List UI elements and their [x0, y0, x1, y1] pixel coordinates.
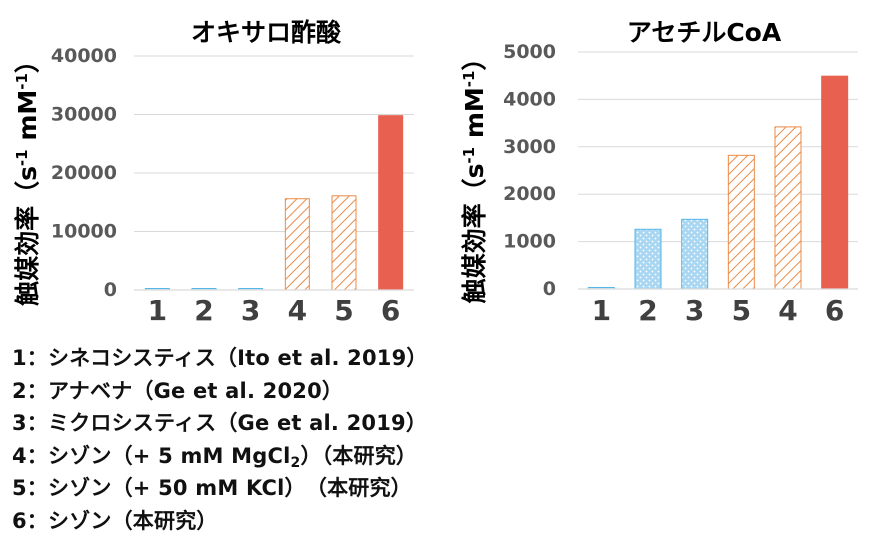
bar-3 [681, 218, 709, 290]
bar-4 [774, 126, 802, 290]
legend-item-2: 2：アナベナ（Ge et al. 2020） [12, 378, 344, 403]
x-tick-label: 3 [685, 294, 704, 327]
x-tick-label: 2 [194, 294, 213, 327]
y-tick-label: 2000 [503, 183, 556, 205]
legend-item-4-subscript: 2 [290, 454, 301, 471]
y-tick-label: 10000 [51, 221, 117, 243]
bar-6 [378, 115, 404, 291]
y-tick-label: 5000 [503, 41, 556, 63]
y-axis-label: 触媒効率（s-1 mM-1） [460, 46, 489, 304]
x-tick-label: 5 [334, 294, 353, 327]
oxaloacetate-chart: 0 10000 20000 30000 40000 1 2 3 4 5 6 オキサロ酢酸触媒効率（s-… [13, 18, 414, 327]
legend-item-4-text: 4：シゾン（+ 5 mM MgCl [12, 443, 291, 468]
bar-6 [821, 75, 849, 290]
y-tick-label: 3000 [503, 136, 556, 158]
x-tick-label: 6 [381, 294, 400, 327]
y-tick-label: 30000 [51, 104, 117, 126]
legend-item-5: 5：シゾン（+ 50 mM KCl） （本研究） [12, 476, 412, 500]
bar-5 [331, 195, 357, 291]
chart-title: アセチルCoA [627, 18, 782, 47]
y-tick-label: 1000 [503, 231, 556, 253]
bar-2 [634, 228, 662, 290]
legend-item-4: 4：シゾン（+ 5 mM MgCl2）（本研究） [12, 440, 428, 473]
legend: 1：シネコシスティス（Ito et al. 2019） 2：アナベナ（Ge et… [12, 342, 428, 537]
x-tick-label: 1 [148, 294, 167, 327]
chart-title: オキサロ酢酸 [191, 18, 342, 47]
y-tick-label: 20000 [51, 162, 117, 184]
y-tick-label: 0 [543, 278, 556, 300]
x-tick-label: 6 [825, 294, 844, 327]
x-tick-label: 1 [592, 294, 611, 327]
y-tick-label: 0 [104, 279, 117, 301]
x-tick-label: 3 [241, 294, 260, 327]
y-axis-label: 触媒効率（s-1 mM-1） [13, 48, 42, 306]
x-tick-label: 4 [778, 294, 797, 327]
y-tick-label: 4000 [503, 88, 556, 110]
acetyl-coa-chart: 0 1000 2000 3000 4000 5000 1 2 3 5 4 6 アセチルCoA 触媒効率（s… [460, 18, 858, 327]
bar-5 [727, 154, 755, 290]
y-tick-label: 40000 [51, 45, 117, 67]
bar-4 [284, 198, 310, 291]
legend-item-4-suffix: ）（本研究） [300, 443, 418, 468]
x-tick-label: 4 [288, 294, 307, 327]
x-tick-label: 2 [638, 294, 657, 327]
legend-item-3: 3：ミクロシスティス（Ge et al. 2019） [12, 411, 428, 435]
x-tick-label: 5 [732, 294, 751, 327]
legend-item-6: 6：シゾン（本研究） [12, 508, 218, 533]
legend-item-1: 1：シネコシスティス（Ito et al. 2019） [12, 346, 428, 370]
